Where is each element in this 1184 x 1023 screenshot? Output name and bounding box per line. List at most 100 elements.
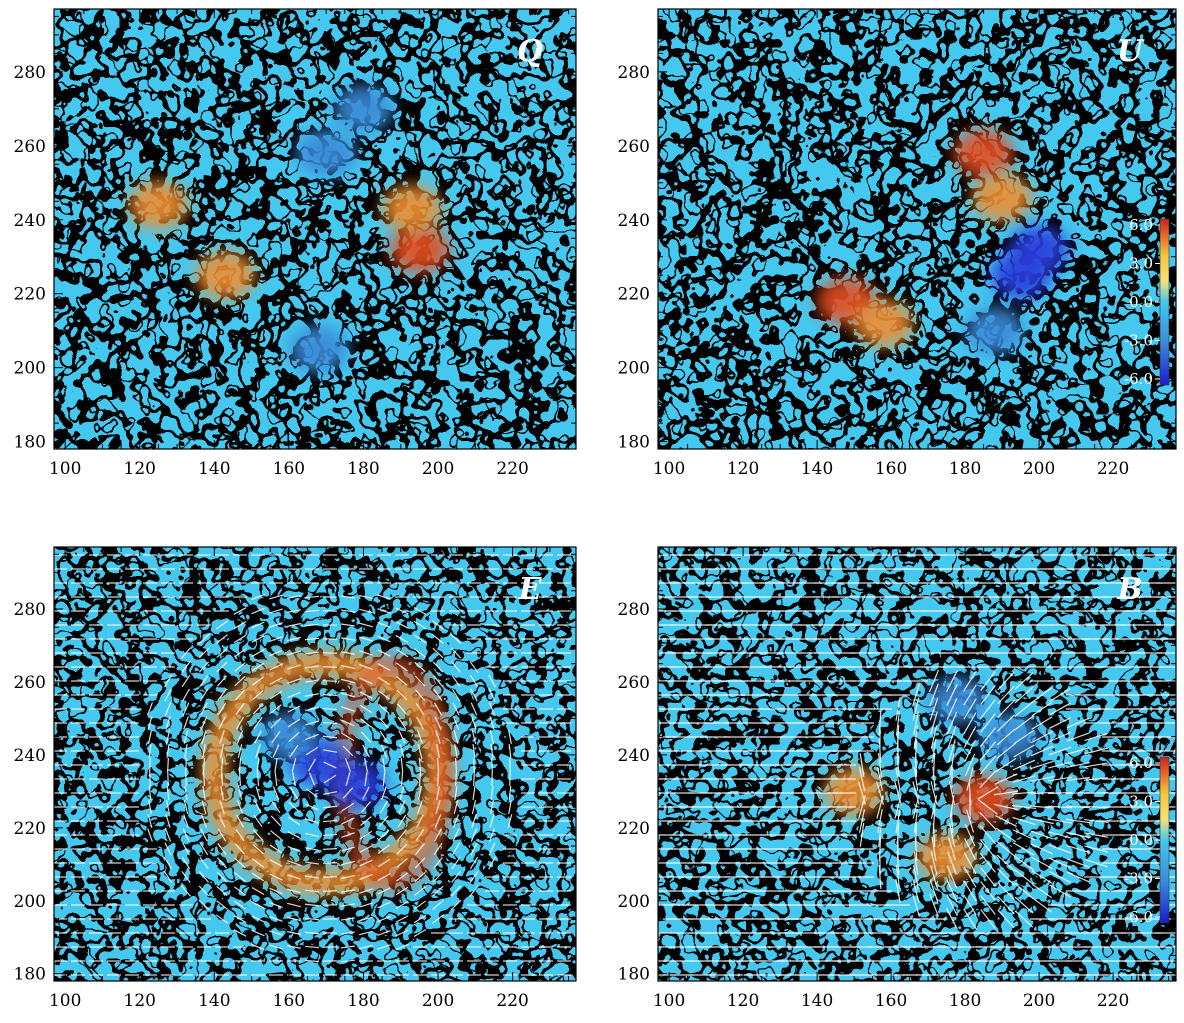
polarization-vector [964,739,976,763]
polarization-vector [1030,843,1054,855]
polarization-vector [269,873,283,881]
polarization-vector [269,887,283,895]
polarization-vector [1084,732,1108,742]
feature-blob [288,325,349,374]
polarization-vector [994,790,1018,796]
polarization-vector [949,753,955,777]
polarization-vector [489,716,495,730]
polarization-vector [362,744,370,758]
polarization-vector [340,637,356,641]
polarization-vector [1084,777,1108,781]
polarization-vector [377,608,391,614]
polarization-vector [340,595,356,599]
polarization-vector [399,744,405,758]
polarization-vector [182,828,190,842]
x-tick-label: 100 [49,991,81,1011]
polarization-vector [148,785,152,801]
polarization-vector [395,943,409,951]
polarization-vector [304,889,320,893]
polarization-vector [395,621,409,629]
polarization-vector [165,800,171,814]
polarization-vector [997,685,1015,705]
polarization-vector [979,839,997,859]
polarization-vector [340,945,356,949]
polarization-vector [236,814,244,828]
polarization-vector [359,663,373,671]
polarization-vector [469,856,479,870]
polarization-vector [304,945,320,949]
polarization-vector [288,801,300,813]
colorbar-label: 0.0 [1129,831,1153,849]
polarization-vector [1012,816,1036,826]
polarization-vector [269,608,283,614]
polarization-vector [269,944,283,950]
polarization-vector [322,862,338,864]
polarization-vector [397,814,407,828]
polarization-vector [254,800,262,814]
polarization-vector [396,689,408,701]
y-tick-label: 280 [618,600,650,620]
polarization-vector [289,744,299,758]
polarization-vector [234,675,246,687]
polarization-vector [183,814,189,828]
x-tick-label: 100 [49,459,81,479]
feature-blob [927,676,988,725]
polarization-vector [251,886,265,896]
polarization-vector [341,846,355,852]
polarization-vector [1048,831,1072,839]
polarization-vector [341,719,355,727]
polarization-vector [488,828,496,842]
polarization-vector [416,814,424,828]
polarization-vector [432,914,444,924]
polarization-vector [256,771,260,787]
polarization-vector [946,879,958,903]
y-tick-label: 240 [14,746,46,766]
polarization-vector [148,730,152,744]
polarization-vector [1029,791,1055,795]
polarization-vector [269,594,283,600]
polarization-vector [199,871,209,883]
polarization-vector [1066,747,1090,755]
polarization-vector [396,676,408,686]
polarization-vector [1012,759,1036,771]
polarization-vector [488,856,496,870]
polarization-vector [198,899,210,911]
polarization-vector [380,744,388,758]
polarization-vector [251,593,265,601]
feature-blob [964,306,1025,355]
polarization-vector [1066,776,1090,782]
x-tick-label: 100 [653,459,685,479]
polarization-vector [397,829,407,841]
y-tick-label: 260 [618,673,650,693]
polarization-vector [451,674,461,688]
polarization-vector [359,636,373,642]
polarization-vector [451,871,461,883]
polarization-vector [895,879,901,903]
colorbar-label: 3.0 [1129,255,1153,273]
polarization-vector [216,661,228,673]
polarization-vector [472,743,476,759]
polarization-vector [996,714,1016,732]
polarization-vector [148,800,152,814]
polarization-vector [287,678,301,684]
polarization-vector [304,595,320,599]
polarization-vector [946,683,958,707]
polarization-vector [149,757,151,773]
polarization-vector [217,689,227,701]
polarization-vector [450,633,462,645]
polarization-vector [341,732,355,742]
polarization-vector [488,842,496,856]
polarization-vector [382,757,386,773]
polarization-vector [450,899,462,911]
map-field [658,547,1176,981]
polarization-vector [415,689,425,701]
feature-blob [258,712,319,761]
polarization-vector [287,945,301,949]
polarization-vector [980,685,996,705]
polarization-vector [305,788,319,798]
polarization-vector [167,771,169,787]
colorbar-gradient [1159,218,1170,386]
polarization-vector [994,803,1018,811]
map-field [658,9,1176,449]
polarization-vector [341,874,355,880]
